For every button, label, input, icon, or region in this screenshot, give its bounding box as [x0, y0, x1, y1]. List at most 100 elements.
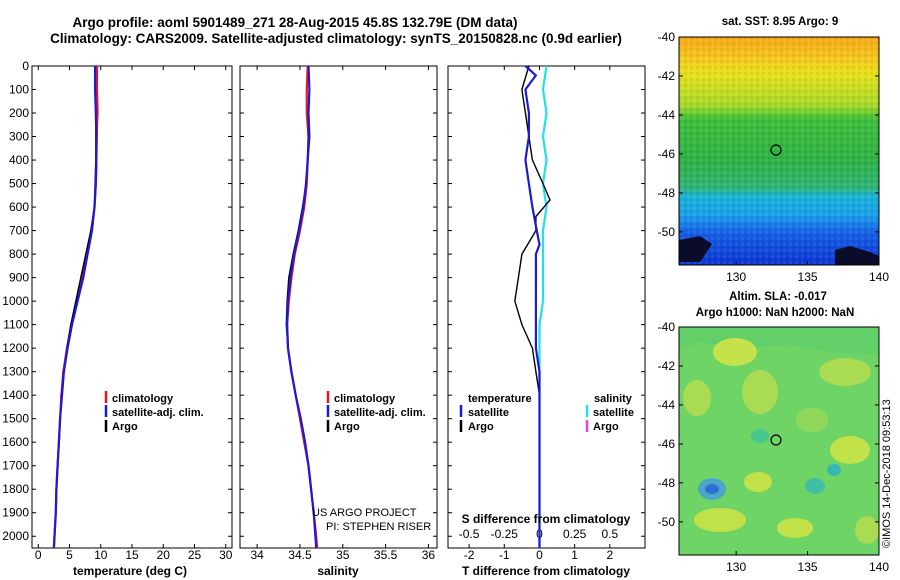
y-tick-label: 1800: [2, 482, 29, 496]
sla-blob: [819, 358, 871, 386]
map-y-tick-label: -48: [658, 186, 676, 200]
sla-low-core: [705, 484, 719, 494]
legend-label-satellite: satellite-adj. clim.: [334, 407, 426, 419]
map-x-tick-label: 135: [798, 560, 818, 574]
series-line-climatology: [286, 65, 319, 549]
map-y-tick-label: -44: [658, 108, 676, 122]
map-y-tick-label: -44: [658, 398, 676, 412]
x-tick-label: -2: [464, 548, 475, 562]
sst-land-patch-west: [679, 236, 712, 262]
x-tick-label: 10: [94, 548, 108, 562]
y-tick-label: 600: [9, 200, 29, 214]
sla-map: [678, 326, 880, 556]
series-line-argo: [53, 66, 97, 549]
x-tick-label: 0: [536, 548, 543, 562]
y-tick-label: 1400: [2, 388, 29, 402]
series-line-satellite-adj-clim-: [286, 65, 318, 549]
series-line-t-argo: [514, 65, 551, 548]
y-tick-label: 1700: [2, 459, 29, 473]
sla-low: [827, 464, 841, 476]
x-tick-label: 35: [336, 548, 350, 562]
legend-header-temperature: temperature: [468, 393, 532, 405]
sla-blob: [694, 508, 746, 532]
map-x-tick-label: 130: [726, 560, 746, 574]
sst-texture: [679, 37, 879, 265]
sst-map-axes: -40 -42 -44 -46 -48 -50 130 135 140: [658, 30, 890, 284]
argo-position-marker: [770, 434, 782, 446]
sst-map-title: sat. SST: 8.95 Argo: 9: [722, 16, 839, 28]
series-line-satellite-adj-clim-: [52, 66, 98, 549]
y-tick-label: 700: [9, 224, 29, 238]
y-tick-label: 0: [22, 59, 29, 73]
map-x-tick-label: 130: [726, 270, 746, 284]
sla-blob: [830, 436, 870, 464]
map-y-tick-label: -46: [658, 437, 676, 451]
sst-map: [678, 36, 880, 266]
difference-xlabel: T difference from climatology: [462, 564, 630, 578]
x-tick-label: 20: [157, 548, 171, 562]
y-tick-label: 200: [9, 106, 29, 120]
sla-blob: [777, 518, 813, 538]
y-tick-label: 1000: [2, 294, 29, 308]
title-line2: Climatology: CARS2009. Satellite-adjuste…: [50, 31, 622, 46]
y-tick-label: 1600: [2, 435, 29, 449]
title-line1: Argo profile: aoml 5901489_271 28-Aug-20…: [73, 15, 518, 30]
salinity-legend: climatology satellite-adj. clim. Argo: [326, 391, 426, 433]
y-tick-label: 1500: [2, 412, 29, 426]
x-tick-label: 15: [125, 548, 139, 562]
panel-frame: [447, 65, 646, 549]
credit-line2: PI: STEPHEN RISER: [326, 521, 431, 533]
legend-label-climatology: climatology: [334, 393, 396, 405]
map-y-tick-label: -48: [658, 476, 676, 490]
map-y-tick-label: -42: [658, 359, 676, 373]
timestamp: ©IMOS 14-Dec-2018 09:53:13: [881, 399, 893, 548]
sla-map-frame: [678, 326, 880, 556]
y-tick-label: 1900: [2, 506, 29, 520]
x-tick-label: -1: [499, 548, 510, 562]
credit-line1: US ARGO PROJECT: [312, 507, 417, 519]
x-tick-label: 1: [571, 548, 578, 562]
salinity-panel: 34 34.5 35 35.5 36: [239, 65, 438, 562]
y-tick-label: 1200: [2, 341, 29, 355]
series-line-t-satellite: [524, 65, 541, 548]
x-tick-label: 25: [188, 548, 202, 562]
legend-label-argo: Argo: [112, 421, 138, 433]
y-tick-label: 900: [9, 271, 29, 285]
x-tick-label: 2: [606, 548, 613, 562]
temperature-legend: climatology satellite-adj. clim. Argo: [104, 391, 204, 433]
y-tick-label: 1300: [2, 365, 29, 379]
x-tick-label: 30: [219, 548, 233, 562]
sla-blob: [744, 472, 772, 492]
top-x-tick-label: 0.5: [601, 527, 618, 541]
difference-panel: -2 -1 0 1 2-0.5 -0.25 0 0.25 0.5: [447, 65, 646, 562]
sla-blob: [713, 338, 757, 366]
top-x-tick-label: 0.25: [563, 527, 587, 541]
y-tick-label: 300: [9, 130, 29, 144]
legend-label-t-argo: Argo: [468, 421, 494, 433]
legend-label-s-satellite: satellite: [593, 407, 634, 419]
legend-label-t-satellite: satellite: [468, 407, 509, 419]
x-tick-label: 34: [250, 548, 264, 562]
map-y-tick-label: -40: [658, 30, 676, 44]
map-y-tick-label: -50: [658, 515, 676, 529]
legend-label-s-argo: Argo: [593, 421, 619, 433]
salinity-xlabel: salinity: [317, 564, 359, 578]
sla-low: [805, 478, 825, 494]
map-y-tick-label: -50: [658, 225, 676, 239]
sla-blob: [742, 370, 778, 414]
sla-blob: [855, 516, 879, 544]
x-tick-label: 34.5: [288, 548, 312, 562]
argo-position-marker: [770, 144, 782, 156]
map-x-tick-label: 135: [798, 270, 818, 284]
y-tick-label: 2000: [2, 529, 29, 543]
top-x-tick-label: -0.25: [491, 527, 519, 541]
series-line-argo: [285, 65, 317, 549]
sla-map-title-line2: Argo h1000: NaN h2000: NaN: [696, 307, 855, 319]
map-y-tick-label: -42: [658, 69, 676, 83]
x-tick-label: 0: [35, 548, 42, 562]
sla-blob: [796, 408, 828, 432]
temperature-xlabel: temperature (deg C): [73, 564, 187, 578]
y-tick-label: 500: [9, 177, 29, 191]
legend-label-climatology: climatology: [112, 393, 174, 405]
